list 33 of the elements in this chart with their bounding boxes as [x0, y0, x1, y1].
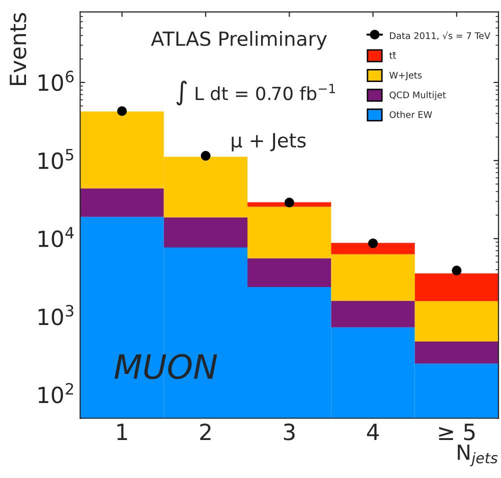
bar: [414, 273, 498, 302]
legend-label: Data 2011, √s = 7 TeV: [390, 32, 490, 40]
y-axis-title: Events: [10, 13, 26, 86]
bar: [414, 301, 498, 342]
y-tick-label: 10$^{2}$: [38, 382, 74, 404]
legend-label: Other EW: [390, 111, 432, 118]
x-tick-label: 1: [117, 424, 128, 440]
y-tick-label: 10$^{4}$: [38, 227, 74, 248]
x-tick-label: 4: [367, 424, 379, 440]
annotation: ATLAS Preliminary: [151, 30, 327, 50]
point: [284, 198, 294, 208]
legend-label: QCD Multijet: [390, 91, 446, 100]
bar: [247, 258, 332, 287]
y-tick-label: 10$^{5}$: [38, 148, 74, 170]
point: [368, 238, 378, 248]
bar: [331, 300, 415, 328]
point: [200, 150, 211, 161]
legend-label: W+Jets: [389, 72, 422, 80]
annotation: μ + Jets: [232, 133, 306, 152]
x-tick-label: 2: [200, 424, 211, 440]
legend-label: tt̄: [389, 52, 396, 59]
bar: [80, 188, 164, 217]
y-tick-label: 10$^{6}$: [38, 70, 74, 92]
annotation: MUON: [114, 354, 218, 380]
annotation: ∫ L dt = 0.70 fb$^{−1}$: [176, 80, 335, 106]
point: [117, 106, 127, 116]
y-tick-label: 10$^{3}$: [38, 304, 74, 326]
bar: [331, 242, 415, 254]
x-tick-label: 3: [284, 424, 295, 440]
point: [452, 266, 462, 276]
bar: [164, 217, 248, 248]
x-axis-title: N$_{jets}$: [458, 444, 498, 466]
x-tick-label: ≥ 5: [439, 424, 475, 440]
